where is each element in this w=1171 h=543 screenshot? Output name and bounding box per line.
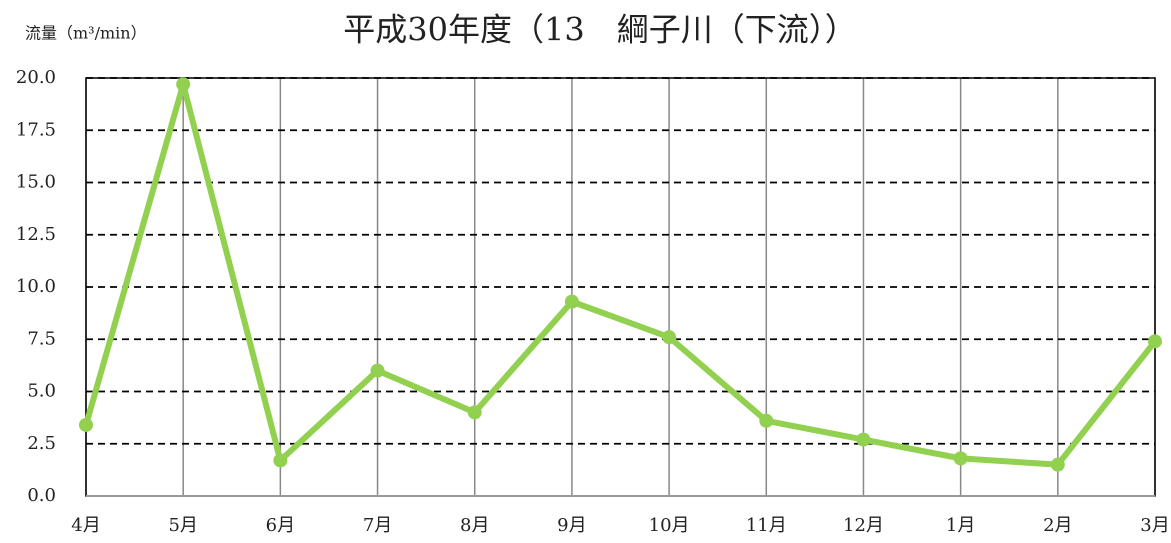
x-tick-label: 8月 bbox=[460, 515, 489, 536]
x-tick-label: 1月 bbox=[946, 515, 975, 536]
x-tick-label: 5月 bbox=[168, 515, 197, 536]
y-tick-label: 0.0 bbox=[27, 485, 56, 506]
y-tick-label: 15.0 bbox=[16, 172, 56, 193]
y-tick-label: 7.5 bbox=[27, 328, 56, 349]
line bbox=[83, 81, 1158, 468]
point bbox=[467, 405, 482, 420]
y-tick-label: 2.5 bbox=[27, 433, 56, 454]
y-axis-label: 流量（m³/min） bbox=[25, 24, 147, 43]
point bbox=[856, 432, 871, 447]
x-tick-label: 3月 bbox=[1140, 515, 1169, 536]
y-tick-label: 10.0 bbox=[16, 276, 56, 297]
point bbox=[273, 453, 288, 468]
point bbox=[176, 77, 191, 92]
x-tick-label: 7月 bbox=[363, 515, 392, 536]
x-tick-label: 6月 bbox=[266, 515, 295, 536]
x-tick-label: 12月 bbox=[843, 515, 884, 536]
y-tick-label: 20.0 bbox=[16, 67, 56, 88]
y-tick-label: 12.5 bbox=[16, 224, 56, 245]
point bbox=[370, 363, 385, 378]
point bbox=[564, 294, 579, 309]
point bbox=[662, 330, 677, 345]
point bbox=[759, 413, 774, 428]
point bbox=[1050, 457, 1065, 472]
x-tick-label: 4月 bbox=[71, 515, 100, 536]
x-tick-label: 2月 bbox=[1043, 515, 1072, 536]
chart-title: 平成30年度（13 綱子川（下流）） bbox=[343, 11, 856, 49]
x-tick-label: 11月 bbox=[746, 515, 787, 536]
point bbox=[79, 417, 93, 432]
x-tick-label: 9月 bbox=[557, 515, 586, 536]
point bbox=[953, 451, 968, 466]
point bbox=[1148, 334, 1162, 349]
x-tick-label: 10月 bbox=[649, 515, 690, 536]
y-tick-label: 17.5 bbox=[16, 119, 56, 140]
y-tick-label: 5.0 bbox=[27, 381, 56, 402]
